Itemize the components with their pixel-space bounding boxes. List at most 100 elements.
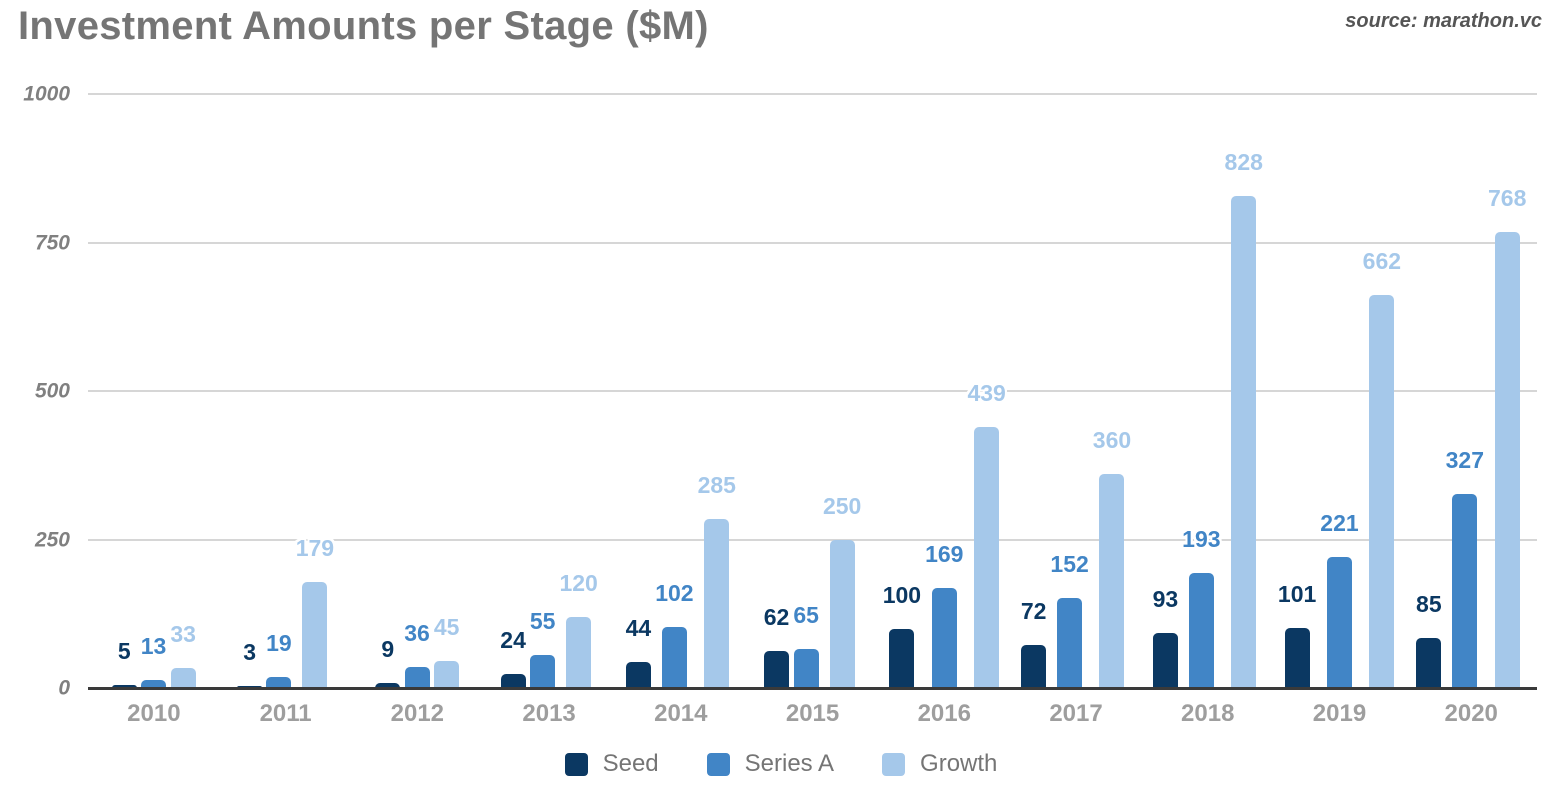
gridline-1000 [88, 93, 1537, 95]
bar-series-a-2012 [404, 666, 430, 688]
bar-cell-seed-2011: 3 [237, 639, 263, 688]
bar-cell-seed-2020: 85 [1416, 590, 1442, 688]
bar-series-a-2013 [530, 655, 556, 688]
bar-cell-growth-2011: 179 [295, 534, 335, 688]
bar-growth-2020 [1494, 231, 1520, 688]
bar-cell-growth-2019: 662 [1362, 247, 1402, 688]
legend-item-series-a: Series A [706, 750, 835, 778]
bar-cell-seed-2013: 24 [500, 626, 526, 688]
legend-swatch-series-a [706, 752, 730, 776]
plot-area: 5 13 33 3 19 179 9 36 45 24 55 120 44 102 285 62 65 250 10… [88, 93, 1537, 690]
y-tick-750: 750 [34, 231, 70, 254]
chart-title: Investment Amounts per Stage ($M) [18, 4, 709, 48]
bar-cell-series-a-2020: 327 [1445, 446, 1484, 688]
legend-label-seed: Seed [602, 750, 659, 777]
source-credit: source: marathon.vc [1345, 10, 1542, 32]
bar-cell-growth-2018: 828 [1225, 151, 1263, 688]
bar-cell-seed-2019: 101 [1278, 583, 1316, 688]
value-label-series-a-2013: 55 [529, 608, 556, 635]
value-label-growth-2016: 439 [967, 380, 1006, 407]
x-tick-2018: 2018 [1181, 700, 1235, 727]
y-axis: 0 250 500 750 1000 [0, 84, 88, 699]
bar-group-2017: 72 152 360 [1010, 94, 1142, 688]
legend-label-series-a: Series A [744, 750, 835, 777]
value-label-series-a-2019: 221 [1320, 509, 1359, 536]
gridline-250 [88, 538, 1537, 541]
bar-seed-2013 [500, 673, 526, 688]
bar-seed-2019 [1284, 628, 1310, 688]
value-label-seed-2020: 85 [1416, 590, 1442, 617]
bar-seed-2014 [625, 661, 651, 688]
bar-growth-2010 [170, 668, 196, 688]
bar-cell-series-a-2017: 152 [1050, 552, 1089, 688]
legend-item-seed: Seed [564, 750, 659, 778]
x-tick-2016: 2016 [917, 700, 971, 727]
bar-cell-growth-2013: 120 [559, 569, 598, 688]
bar-cell-seed-2012: 9 [375, 635, 401, 688]
bar-cell-growth-2010: 33 [170, 623, 196, 688]
bar-group-2012: 9 36 45 [351, 94, 483, 688]
legend-swatch-seed [564, 752, 588, 776]
bar-cell-seed-2016: 100 [882, 581, 922, 688]
bar-group-2015: 62 65 250 [747, 94, 879, 688]
bar-cell-seed-2014: 44 [625, 616, 651, 688]
bar-cell-series-a-2018: 193 [1182, 528, 1221, 688]
value-label-seed-2011: 3 [243, 639, 256, 665]
bar-growth-2013 [566, 616, 592, 688]
bar-group-2019: 101 221 662 [1274, 94, 1406, 688]
bar-cell-seed-2018: 93 [1152, 585, 1179, 688]
bar-cell-growth-2014: 285 [698, 473, 736, 688]
bar-cell-growth-2016: 439 [967, 380, 1006, 688]
bar-cell-seed-2015: 62 [763, 604, 790, 688]
bar-groups: 5 13 33 3 19 179 9 36 45 24 55 120 44 102 285 62 65 250 10… [88, 94, 1537, 688]
value-label-seed-2015: 62 [763, 604, 790, 631]
value-label-growth-2019: 662 [1362, 247, 1402, 274]
bar-group-2011: 3 19 179 [220, 94, 352, 688]
x-tick-2010: 2010 [127, 700, 181, 727]
bar-growth-2016 [974, 427, 1000, 688]
bar-cell-seed-2017: 72 [1020, 598, 1047, 688]
bar-growth-2017 [1099, 474, 1125, 688]
value-label-series-a-2016: 169 [925, 540, 964, 567]
bar-cell-series-a-2011: 19 [266, 629, 292, 688]
x-tick-2015: 2015 [785, 700, 840, 727]
legend-item-growth: Growth [882, 750, 997, 778]
bar-cell-growth-2020: 768 [1488, 186, 1526, 688]
bar-series-a-2016 [931, 587, 957, 688]
value-label-growth-2011: 179 [295, 534, 335, 561]
value-label-series-a-2011: 19 [266, 629, 292, 656]
bar-series-a-2010 [141, 680, 167, 688]
legend-swatch-growth [882, 752, 906, 776]
bar-seed-2012 [375, 682, 401, 688]
bar-group-2010: 5 13 33 [88, 94, 220, 688]
value-label-growth-2017: 360 [1092, 427, 1132, 454]
bar-series-a-2019 [1326, 556, 1352, 688]
value-label-seed-2018: 93 [1152, 585, 1179, 612]
bar-group-2018: 93 193 828 [1142, 94, 1274, 688]
value-label-growth-2015: 250 [822, 492, 862, 519]
gridline-500 [88, 390, 1537, 392]
bar-growth-2019 [1369, 294, 1395, 688]
value-label-series-a-2010: 13 [140, 633, 167, 660]
bar-growth-2018 [1231, 196, 1257, 688]
value-label-seed-2013: 24 [500, 626, 526, 653]
gridline-750 [88, 241, 1537, 244]
bar-seed-2018 [1152, 632, 1178, 688]
value-label-seed-2016: 100 [882, 581, 922, 608]
value-label-growth-2013: 120 [559, 569, 598, 596]
bar-group-2014: 44 102 285 [615, 94, 747, 688]
value-label-series-a-2020: 327 [1445, 446, 1484, 473]
value-label-seed-2010: 5 [117, 638, 131, 665]
y-tick-0: 0 [58, 676, 70, 700]
x-tick-2017: 2017 [1049, 700, 1103, 727]
y-tick-500: 500 [34, 379, 70, 403]
bar-cell-series-a-2010: 13 [140, 633, 167, 688]
bar-growth-2015 [829, 539, 855, 688]
bar-seed-2010 [111, 685, 137, 688]
x-tick-2012: 2012 [390, 700, 445, 727]
value-label-seed-2012: 9 [381, 635, 395, 662]
value-label-seed-2017: 72 [1020, 598, 1047, 625]
bar-growth-2011 [302, 581, 328, 688]
bar-cell-growth-2017: 360 [1093, 429, 1131, 688]
bar-cell-series-a-2014: 102 [655, 582, 694, 688]
